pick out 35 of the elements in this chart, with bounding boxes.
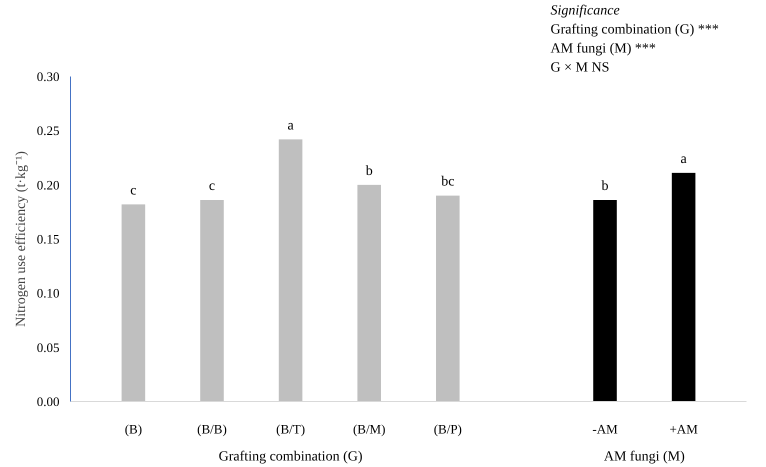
y-tick-label: 0.25 xyxy=(36,123,60,138)
y-tick-label: 0.00 xyxy=(36,394,60,409)
x-tick-label: (B/T) xyxy=(276,422,306,436)
y-tick-label: 0.20 xyxy=(36,177,60,192)
bar xyxy=(593,200,617,402)
y-tick-label: 0.15 xyxy=(36,232,60,246)
text: Grafting combination (G) *** xyxy=(550,22,719,38)
x-tick-label: -AM xyxy=(592,422,618,436)
data-label: b xyxy=(602,179,609,194)
x-tick-label: (B/P) xyxy=(434,422,462,436)
text: G × M NS xyxy=(550,60,610,76)
bar xyxy=(122,204,146,402)
bar xyxy=(436,196,460,402)
data-label: a xyxy=(287,118,294,134)
x-tick-label: +AM xyxy=(669,422,698,436)
bar xyxy=(672,172,696,402)
text: Significance xyxy=(550,4,620,18)
bar xyxy=(278,139,302,402)
y-tick-label: 0.30 xyxy=(36,69,60,84)
data-label: c xyxy=(130,183,136,198)
data-label: a xyxy=(680,152,688,167)
bar xyxy=(200,200,224,402)
y-tick-label: 0.05 xyxy=(36,340,60,355)
text: AM fungi (M) xyxy=(604,450,686,464)
x-tick-label: (B/M) xyxy=(352,422,386,436)
data-label: b xyxy=(366,164,373,179)
text: AM fungi (M) *** xyxy=(550,42,656,56)
data-label: bc xyxy=(441,174,454,190)
x-tick-label: (B/B) xyxy=(197,422,227,436)
y-tick-label: 0.10 xyxy=(36,286,60,301)
text: Grafting combination (G) xyxy=(218,450,363,464)
bar xyxy=(357,184,381,402)
x-tick-label: (B) xyxy=(124,422,142,436)
y-axis-title: Nitrogen use efficiency (t·kg⁻¹) xyxy=(14,150,29,327)
data-label: c xyxy=(208,179,216,194)
